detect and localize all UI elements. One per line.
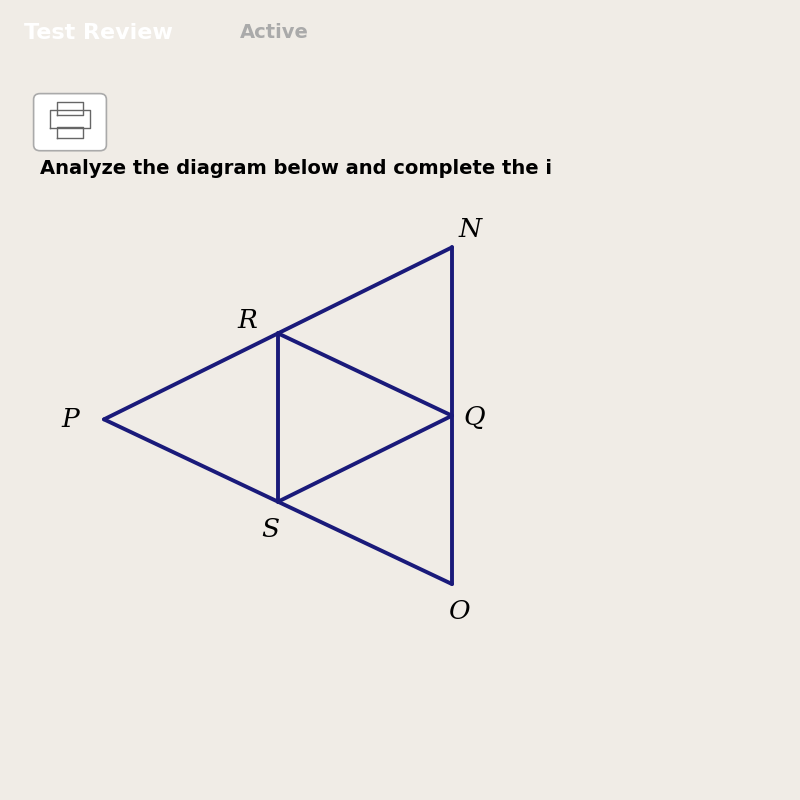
Text: N: N: [458, 217, 481, 242]
Text: Analyze the diagram below and complete the i: Analyze the diagram below and complete t…: [40, 159, 552, 178]
Text: R: R: [238, 308, 258, 333]
Text: Q: Q: [463, 405, 486, 430]
Text: O: O: [449, 599, 471, 624]
Text: S: S: [261, 517, 279, 542]
Text: Active: Active: [240, 23, 309, 42]
FancyBboxPatch shape: [34, 94, 106, 150]
Text: P: P: [62, 407, 79, 432]
Text: Test Review: Test Review: [24, 22, 173, 42]
